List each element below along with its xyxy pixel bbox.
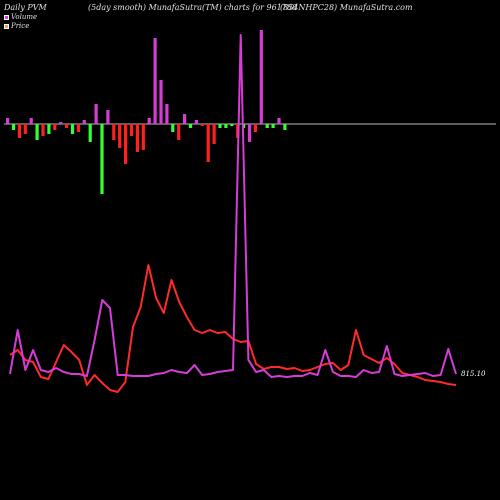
bar-16: [100, 124, 104, 194]
bar-24: [147, 118, 151, 124]
bar-38: [230, 124, 234, 126]
bar-21: [129, 124, 134, 136]
bar-2: [17, 124, 21, 138]
bar-7: [47, 124, 51, 134]
bar-43: [259, 30, 263, 124]
bar-0: [6, 118, 10, 124]
chart-title: (5day smooth) MunafaSutra(TM) charts for…: [88, 3, 298, 12]
legend-price-label: Price: [11, 22, 30, 30]
chart-type-label: Daily PVM: [4, 3, 47, 12]
bar-37: [224, 124, 228, 128]
bar-27: [165, 104, 169, 124]
bar-30: [183, 114, 187, 124]
legend-price: Price: [4, 22, 29, 30]
bar-1: [11, 124, 16, 130]
bar-14: [88, 124, 92, 142]
bar-47: [283, 124, 287, 130]
bar-22: [135, 124, 139, 152]
bar-8: [53, 124, 57, 130]
legend-price-swatch: [4, 23, 9, 29]
price-label: 815.10: [461, 370, 486, 378]
bar-41: [247, 124, 252, 142]
bar-29: [177, 124, 181, 140]
bar-23: [141, 124, 145, 150]
bar-34: [206, 124, 210, 162]
legend-volume-swatch: [4, 14, 9, 20]
bar-18: [112, 124, 116, 140]
bar-46: [277, 118, 281, 124]
bar-31: [188, 124, 193, 128]
volume-line: [9, 34, 457, 378]
bar-45: [271, 124, 275, 128]
bar-32: [194, 120, 198, 124]
bar-44: [265, 124, 269, 128]
chart-source: (854NHPC28) MunafaSutra.com: [280, 3, 413, 12]
bar-3: [23, 124, 27, 134]
legend-volume: Volume: [4, 13, 37, 21]
bar-26: [159, 80, 163, 124]
bar-12: [76, 124, 80, 132]
legend-volume-label: Volume: [11, 13, 38, 21]
bar-4: [29, 118, 33, 124]
bar-36: [218, 124, 222, 128]
bar-5: [35, 124, 39, 140]
bar-33: [200, 124, 204, 126]
bar-10: [65, 124, 69, 128]
bar-17: [106, 110, 110, 124]
bar-6: [41, 124, 45, 136]
bar-13: [82, 120, 86, 124]
bar-25: [153, 38, 157, 124]
bar-15: [94, 104, 98, 124]
bar-19: [118, 124, 122, 148]
bar-28: [171, 124, 175, 132]
bar-42: [253, 124, 257, 132]
bar-11: [70, 124, 75, 134]
bar-20: [124, 124, 128, 164]
bar-9: [59, 122, 63, 124]
bar-35: [212, 124, 216, 144]
